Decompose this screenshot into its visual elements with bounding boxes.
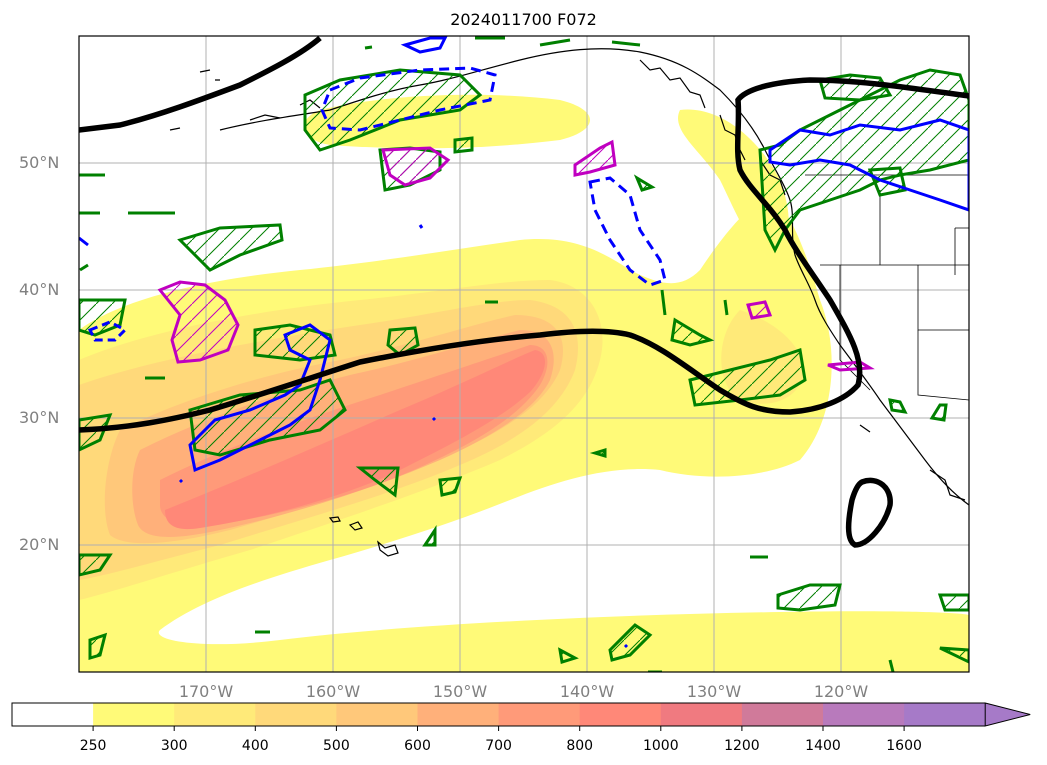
colorbar-tick-label: 700 — [485, 738, 512, 754]
colorbar-tick-label: 300 — [160, 738, 188, 754]
colorbar-segment — [823, 703, 905, 726]
map-title: 2024011700 F072 — [450, 10, 597, 29]
colorbar-segment — [93, 703, 175, 726]
colorbar-tick-label: 1600 — [886, 738, 922, 754]
lat-label-20n: 20°N — [19, 535, 60, 554]
colorbar-segment — [498, 703, 581, 726]
colorbar-tick-label: 1000 — [642, 738, 679, 754]
colorbar-segment — [741, 703, 824, 726]
colorbar — [11, 702, 1031, 731]
lon-label-140w: 140°W — [559, 682, 615, 701]
lon-label-120w: 120°W — [813, 682, 869, 701]
colorbar-segment — [174, 703, 256, 726]
colorbar-segment — [660, 703, 743, 726]
colorbar-segment — [336, 703, 418, 726]
lat-label-50n: 50°N — [19, 153, 60, 172]
blue-contours — [79, 36, 969, 649]
lon-label-170w: 170°W — [178, 682, 234, 701]
colorbar-segment — [417, 703, 500, 726]
lon-label-130w: 130°W — [686, 682, 742, 701]
colorbar-tick-label: 1200 — [724, 738, 760, 754]
lat-label-40n: 40°N — [19, 280, 60, 299]
colorbar-tick-label: 500 — [323, 738, 350, 754]
colorbar-segment — [904, 703, 986, 726]
colorbar-tick-label: 400 — [241, 738, 269, 754]
lon-label-160w: 160°W — [305, 682, 361, 701]
lon-label-150w: 150°W — [432, 682, 488, 701]
thick-black-contours — [79, 36, 969, 548]
colorbar-tick-label: 250 — [79, 738, 107, 754]
map-frame — [78, 35, 970, 673]
lat-label-30n: 30°N — [19, 408, 60, 427]
colorbar-segment — [12, 703, 94, 726]
colorbar-segment — [579, 703, 662, 726]
colorbar-tick-label: 1400 — [805, 738, 841, 754]
green-contour-lines — [79, 36, 895, 672]
colorbar-segment — [255, 703, 337, 726]
colorbar-tick-label: 800 — [566, 738, 594, 754]
colorbar-tick-label: 600 — [404, 738, 431, 754]
colorbar-extend-arrow — [984, 702, 1031, 727]
